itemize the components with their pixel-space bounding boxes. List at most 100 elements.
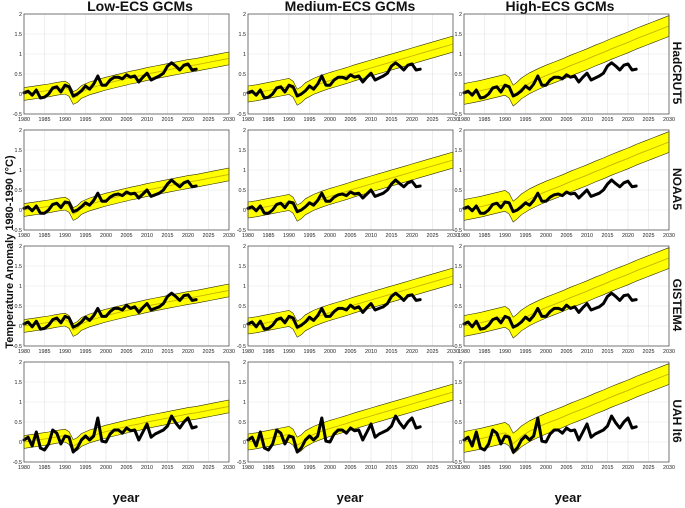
x-tick-label: 2030 (663, 465, 675, 471)
y-tick-label: 0.5 (239, 420, 247, 426)
x-tick-label: 1980 (242, 233, 254, 239)
y-tick-label: 0.5 (239, 188, 247, 194)
panel-low_ecs-noaa5: 1980 1985 1990 1995 2000 2005 2010 2015 2020 2025… (13, 128, 235, 239)
x-tick-label: 2030 (223, 233, 235, 239)
y-tick-label: 0 (19, 324, 22, 330)
x-tick-label: 2005 (345, 465, 357, 471)
observation-series-line (462, 291, 638, 331)
y-tick-label: 1.5 (455, 380, 463, 386)
y-tick-label: -0.5 (13, 344, 22, 350)
x-tick-label: 1995 (304, 233, 316, 239)
y-tick-label: 0.5 (455, 188, 463, 194)
x-tick-label: 2000 (324, 465, 336, 471)
panel-frame (23, 13, 230, 115)
y-tick-label: -0.5 (237, 228, 246, 234)
x-tick-label: 1995 (80, 117, 92, 123)
x-tick-label: 1990 (59, 117, 71, 123)
x-tick-label: 2025 (643, 465, 655, 471)
x-tick-label: 2000 (324, 349, 336, 355)
x-tick-label: 2020 (182, 349, 194, 355)
x-tick-label: 1990 (499, 117, 511, 123)
model-mean-line (23, 173, 230, 215)
y-tick-label: 2 (243, 12, 246, 18)
x-tick-label: 1980 (242, 117, 254, 123)
x-tick-label: 2025 (427, 349, 439, 355)
y-tick-label: 1 (459, 52, 462, 58)
x-tick-label: 1985 (39, 233, 51, 239)
x-tick-label: 2010 (581, 349, 593, 355)
y-tick-label: 1 (459, 284, 462, 290)
observation-series-line (22, 414, 198, 454)
x-tick-label: 2000 (540, 465, 552, 471)
x-tick-label: 2005 (121, 349, 133, 355)
x-tick-label: 1985 (263, 233, 275, 239)
x-tick-label: 2010 (365, 233, 377, 239)
x-tick-label: 2020 (622, 117, 634, 123)
x-tick-label: 2030 (223, 349, 235, 355)
y-tick-label: 1.5 (15, 32, 23, 38)
panel-high_ecs-gistem4: 1980 1985 1990 1995 2000 2005 2010 2015 2020 2025… (453, 244, 675, 355)
panel-medium_ecs-uah-lt6: 1980 1985 1990 1995 2000 2005 2010 2015 2020 2025… (237, 360, 459, 471)
panel-high_ecs-noaa5: 1980 1985 1990 1995 2000 2005 2010 2015 2020 2025… (453, 128, 675, 239)
y-tick-label: 1.5 (455, 148, 463, 154)
x-tick-label: 2020 (622, 233, 634, 239)
y-tick-label: 0 (243, 92, 246, 98)
panel-frame (463, 13, 670, 115)
x-tick-label: 2005 (121, 465, 133, 471)
y-tick-label: 2 (243, 244, 246, 250)
x-tick-label: 2020 (182, 233, 194, 239)
x-tick-label: 2015 (162, 233, 174, 239)
y-tick-label: 0 (459, 440, 462, 446)
y-tick-label: 1.5 (239, 32, 247, 38)
x-tick-label: 2000 (100, 349, 112, 355)
x-tick-label: 1990 (283, 233, 295, 239)
x-tick-label: 2000 (540, 233, 552, 239)
y-tick-label: 1.5 (455, 264, 463, 270)
x-tick-label: 2005 (345, 233, 357, 239)
x-tick-label: 2005 (345, 117, 357, 123)
y-tick-label: 1 (243, 400, 246, 406)
y-tick-label: -0.5 (237, 112, 246, 118)
panel-frame (23, 361, 230, 463)
y-tick-label: 0.5 (455, 420, 463, 426)
panel-medium_ecs-gistem4: 1980 1985 1990 1995 2000 2005 2010 2015 2020 2025… (237, 244, 459, 355)
x-tick-label: 2010 (581, 233, 593, 239)
y-tick-label: 0 (459, 324, 462, 330)
x-tick-label: 2010 (141, 233, 153, 239)
x-tick-label: 1990 (283, 465, 295, 471)
y-tick-label: 1 (243, 52, 246, 58)
x-tick-label: 2000 (324, 233, 336, 239)
x-tick-label: 1980 (458, 233, 470, 239)
x-tick-label: 1990 (499, 465, 511, 471)
x-tick-label: 1995 (304, 117, 316, 123)
y-tick-label: -0.5 (13, 112, 22, 118)
x-tick-label: 1980 (458, 465, 470, 471)
x-tick-label: 1995 (80, 233, 92, 239)
x-tick-label: 2010 (581, 465, 593, 471)
observation-series-line (246, 178, 422, 215)
y-tick-label: 0.5 (239, 304, 247, 310)
x-tick-label: 1985 (263, 465, 275, 471)
x-tick-label: 2000 (324, 117, 336, 123)
x-tick-label: 2030 (663, 233, 675, 239)
y-tick-label: 2 (19, 244, 22, 250)
x-tick-label: 2025 (427, 117, 439, 123)
x-tick-label: 1985 (39, 117, 51, 123)
x-tick-label: 1980 (18, 117, 30, 123)
panel-medium_ecs-hadcrut5: 1980 1985 1990 1995 2000 2005 2010 2015 2020 2025… (237, 12, 459, 123)
observation-series-line (246, 414, 422, 454)
y-tick-label: 0 (243, 208, 246, 214)
x-tick-label: 2025 (203, 349, 215, 355)
x-tick-label: 1980 (242, 349, 254, 355)
x-tick-label: 2015 (386, 117, 398, 123)
panel-frame (463, 245, 670, 347)
x-tick-label: 2025 (203, 465, 215, 471)
y-tick-label: 1.5 (15, 264, 23, 270)
y-tick-label: 0 (459, 92, 462, 98)
y-tick-label: 1 (19, 168, 22, 174)
x-tick-label: 2000 (100, 117, 112, 123)
x-tick-label: 2030 (663, 117, 675, 123)
y-tick-label: 2 (19, 12, 22, 18)
y-tick-label: 2 (19, 128, 22, 134)
